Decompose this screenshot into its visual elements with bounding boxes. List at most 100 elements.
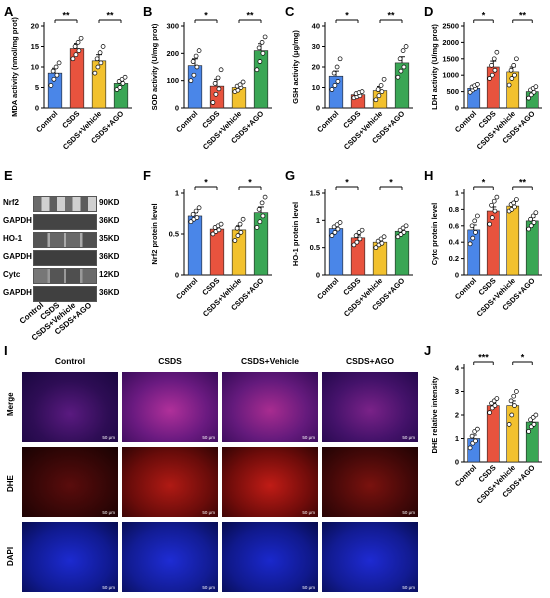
data-point (259, 40, 265, 45)
y-axis-label: LDH activity (U/mg prot) (430, 24, 439, 110)
data-point (494, 49, 500, 55)
significance-label: ** (246, 11, 254, 21)
data-point (489, 215, 495, 220)
western-blot-panel: Nrf2 90KD GAPDH 36KD HO-1 35KD GAPDH 36K… (0, 190, 140, 342)
y-tick-label: 0 (35, 104, 39, 113)
y-axis-label: Cytc protein level (430, 203, 439, 266)
data-point (530, 213, 536, 219)
significance-label: * (345, 178, 349, 188)
data-point (351, 242, 357, 248)
bar (253, 50, 269, 109)
data-point (533, 84, 539, 90)
bar (525, 220, 539, 276)
data-point (48, 83, 54, 88)
bar (187, 65, 203, 109)
data-point (100, 44, 106, 49)
x-tick-label: Control (315, 109, 340, 134)
y-axis-label: SOD activity (U/mg prot) (150, 23, 159, 110)
micrograph-row-label: DAPI (6, 546, 15, 566)
data-point (401, 230, 407, 235)
data-point (473, 230, 478, 235)
scale-bar-label: 50 μm (402, 585, 415, 590)
scale-bar-label: 50 μm (102, 585, 115, 590)
data-point (232, 238, 238, 243)
micrograph-merge-vehicle: 50 μm (222, 372, 318, 442)
data-point (235, 233, 241, 238)
y-tick-label: 2500 (442, 22, 459, 31)
data-point (117, 85, 123, 90)
data-point (375, 87, 381, 92)
data-point (237, 82, 243, 88)
data-point (526, 95, 531, 101)
data-point (398, 68, 404, 74)
panel-letter-d: D (424, 4, 434, 19)
data-point (237, 221, 243, 227)
scale-bar-label: 50 μm (202, 585, 215, 590)
blot-band-strip (33, 214, 97, 230)
blot-band-strip (33, 268, 97, 284)
blot-label-left: Cytc (3, 270, 21, 279)
data-point (332, 230, 338, 235)
micrograph-dhe-vehicle: 50 μm (222, 447, 318, 517)
y-tick-label: 1 (455, 434, 459, 443)
data-point (526, 429, 531, 434)
significance-label: ** (387, 11, 395, 21)
panel-letter-j: J (424, 343, 432, 358)
y-tick-label: 0 (175, 104, 179, 113)
panel-letter-a: A (4, 4, 14, 19)
significance-label: ** (106, 11, 114, 21)
significance-label: ** (519, 178, 527, 188)
significance-label: * (248, 178, 252, 188)
data-point (378, 83, 384, 88)
blot-band-strip (33, 232, 97, 248)
x-tick-label: Control (315, 276, 340, 301)
y-axis-label: DHE relative intensity (430, 376, 439, 454)
significance-label: * (204, 11, 208, 21)
data-point (75, 40, 81, 45)
micrograph-merge-control: 50 μm (22, 372, 118, 442)
micrograph-column-label: Control (54, 356, 86, 366)
data-point (353, 233, 359, 238)
data-point (472, 218, 478, 224)
blot-label-left: GAPDH (3, 252, 32, 261)
data-point (508, 398, 514, 404)
data-point (262, 194, 268, 200)
y-tick-label: 15 (31, 42, 39, 51)
data-point (97, 50, 103, 56)
data-point (334, 64, 340, 70)
data-point (257, 59, 263, 64)
data-point (196, 48, 202, 53)
panel-letter-c: C (285, 4, 295, 19)
y-axis-label: HO-1 protein level (291, 202, 300, 266)
y-tick-label: 0 (316, 104, 320, 113)
y-tick-label: 0.8 (449, 205, 459, 214)
scale-bar-label: 50 μm (402, 435, 415, 440)
data-point (259, 200, 265, 206)
panel-letter-f: F (143, 168, 151, 183)
y-tick-label: 200 (166, 49, 179, 58)
y-tick-label: 2000 (442, 38, 459, 47)
y-tick-label: 500 (446, 87, 459, 96)
y-tick-label: 100 (166, 76, 179, 85)
data-point (213, 91, 219, 97)
data-point (122, 74, 128, 80)
blot-band-strip (33, 196, 97, 212)
data-point (492, 208, 498, 214)
data-point (53, 64, 59, 70)
y-tick-label: 0 (175, 271, 179, 280)
data-point (506, 82, 512, 88)
micrograph-merge-ago: 50 μm (322, 372, 418, 442)
data-point (335, 78, 341, 84)
blot-label-right: 90KD (99, 198, 120, 207)
y-axis-label: Nrf2 protein level (150, 203, 159, 264)
data-point (509, 76, 515, 81)
y-tick-label: 0 (455, 104, 459, 113)
data-point (357, 236, 363, 242)
significance-label: *** (478, 353, 489, 363)
data-point (94, 56, 100, 62)
blot-row: Nrf2 90KD (0, 196, 140, 212)
bar (187, 215, 203, 276)
panel-letter-g: G (285, 168, 296, 183)
